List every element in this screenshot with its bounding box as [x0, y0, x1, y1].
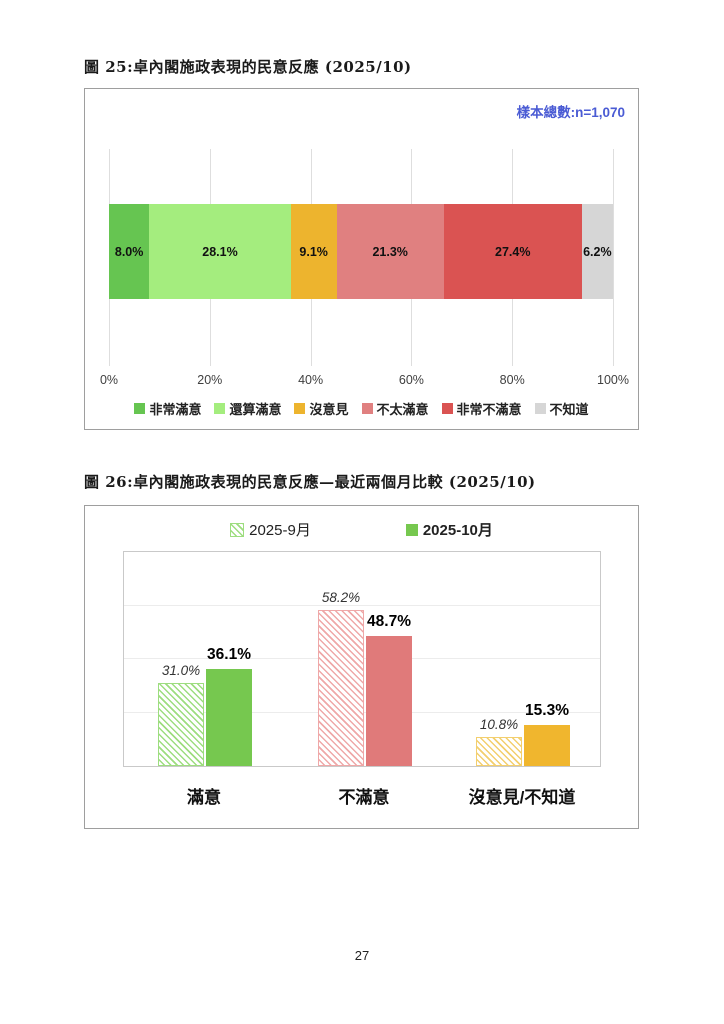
- x-tick-label: 20%: [197, 373, 223, 387]
- legend-label: 不知道: [549, 402, 589, 417]
- x-tick-label: 100%: [597, 373, 629, 387]
- category-label: 沒意見/不知道: [468, 788, 576, 807]
- value-label-2025-09: 31.0%: [161, 663, 201, 679]
- figure-25-legend: 非常滿意 還算滿意 沒意見 不太滿意 非常不滿意 不知道: [85, 399, 638, 418]
- x-tick-label: 80%: [499, 373, 525, 387]
- figure-25-title: 圖 25:卓內閣施政表現的民意反應 (2025/10): [84, 58, 412, 76]
- segment-value-label: 8.0%: [114, 244, 144, 259]
- legend-label: 還算滿意: [229, 402, 282, 417]
- x-tick-label: 60%: [398, 373, 424, 387]
- bar-group: 31.0% 36.1%: [158, 552, 252, 766]
- legend-label: 非常不滿意: [456, 402, 522, 417]
- bar-segment: 28.1%: [149, 204, 291, 299]
- stacked-bar: 8.0% 28.1% 9.1% 21.3% 27.4% 6.2%: [109, 204, 613, 299]
- page-number: 27: [354, 948, 370, 963]
- bar-segment: 8.0%: [109, 204, 150, 299]
- bar-segment: 6.2%: [581, 204, 613, 299]
- figure-26-chart: 2025-9月 2025-10月 31.0% 36.1% 58.2% 48.7% 10.…: [84, 505, 639, 829]
- category-label: 滿意: [187, 788, 221, 807]
- sample-size-note: 樣本總數:n=1,070: [516, 105, 625, 120]
- legend-label: 沒意見: [309, 402, 349, 417]
- x-tick-label: 40%: [298, 373, 324, 387]
- figure-26-title: 圖 26:卓內閣施政表現的民意反應—最近兩個月比較 (2025/10): [84, 473, 536, 491]
- legend-item: 沒意見: [294, 399, 349, 418]
- bar-2025-10: [524, 725, 570, 766]
- bar-segment: 21.3%: [336, 204, 444, 299]
- segment-value-label: 6.2%: [583, 244, 612, 259]
- legend-label: 非常滿意: [149, 402, 202, 417]
- legend-swatch-icon: [294, 403, 306, 414]
- legend-label: 不太滿意: [376, 402, 429, 417]
- bar-2025-09: [318, 610, 364, 766]
- legend-item: 非常不滿意: [441, 399, 522, 418]
- legend-item-sep: 2025-9月: [230, 519, 311, 540]
- legend-swatch-solid-icon: [405, 523, 418, 536]
- legend-item: 不太滿意: [361, 399, 429, 418]
- segment-value-label: 9.1%: [299, 244, 328, 259]
- grouped-bar-plot-area: 31.0% 36.1% 58.2% 48.7% 10.8% 15.3%: [123, 551, 601, 767]
- bar-group: 58.2% 48.7%: [318, 552, 412, 766]
- stacked-bar-plot-area: 0% 20% 40% 60% 80% 100% 8.0% 28.1% 9.1% 21.3% 27.4…: [100, 149, 629, 387]
- bar-2025-10: [206, 669, 252, 766]
- legend-swatch-icon: [361, 403, 373, 414]
- legend-item-oct: 2025-10月: [405, 519, 493, 540]
- legend-swatch-icon: [134, 403, 146, 414]
- bar-segment: 27.4%: [443, 204, 582, 299]
- value-label-2025-10: 36.1%: [207, 646, 251, 664]
- legend-item: 還算滿意: [214, 399, 281, 418]
- bar-segment: 9.1%: [290, 204, 337, 299]
- legend-item: 不知道: [534, 399, 589, 418]
- x-tick-label: 0%: [99, 373, 119, 387]
- legend-swatch-icon: [534, 403, 546, 414]
- bar-2025-10: [366, 635, 412, 766]
- legend-swatch-icon: [441, 403, 453, 414]
- value-label-2025-09: 10.8%: [479, 717, 519, 733]
- gridline-horizontal: [124, 604, 600, 606]
- segment-value-label: 28.1%: [202, 244, 238, 259]
- legend-swatch-icon: [214, 403, 226, 414]
- legend-swatch-hatched-icon: [230, 522, 245, 537]
- legend-label-sep: 2025-9月: [249, 522, 311, 539]
- value-label-2025-10: 15.3%: [525, 702, 569, 720]
- segment-value-label: 27.4%: [495, 244, 531, 259]
- bar-2025-09: [158, 683, 204, 766]
- gridline-vertical: [613, 149, 614, 366]
- bar-2025-09: [476, 737, 522, 766]
- category-label: 不滿意: [338, 788, 390, 807]
- segment-value-label: 21.3%: [372, 244, 408, 259]
- figure-26-legend: 2025-9月 2025-10月: [85, 519, 638, 540]
- legend-label-oct: 2025-10月: [422, 522, 493, 539]
- value-label-2025-10: 48.7%: [367, 612, 411, 630]
- bar-group: 10.8% 15.3%: [476, 552, 570, 766]
- figure-25-chart: 樣本總數:n=1,070 0% 20% 40% 60% 80% 100% 8.0% 28.1%…: [84, 88, 639, 430]
- legend-item: 非常滿意: [134, 399, 201, 418]
- value-label-2025-09: 58.2%: [321, 590, 361, 606]
